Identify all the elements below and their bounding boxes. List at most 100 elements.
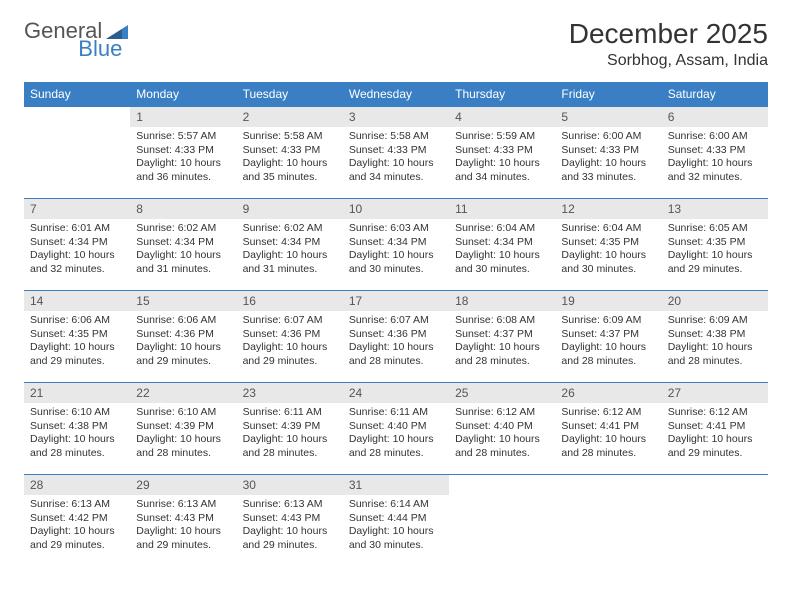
day-body: Sunrise: 6:13 AMSunset: 4:42 PMDaylight:… bbox=[24, 495, 130, 557]
sunrise-line: Sunrise: 6:01 AM bbox=[30, 222, 124, 236]
calendar-cell: 4Sunrise: 5:59 AMSunset: 4:33 PMDaylight… bbox=[449, 107, 555, 199]
daylight-line: Daylight: 10 hours and 32 minutes. bbox=[668, 157, 762, 184]
sunset-line: Sunset: 4:37 PM bbox=[561, 328, 655, 342]
day-body: Sunrise: 5:58 AMSunset: 4:33 PMDaylight:… bbox=[237, 127, 343, 189]
calendar-cell: 14Sunrise: 6:06 AMSunset: 4:35 PMDayligh… bbox=[24, 291, 130, 383]
sunset-line: Sunset: 4:36 PM bbox=[136, 328, 230, 342]
daylight-line: Daylight: 10 hours and 28 minutes. bbox=[455, 433, 549, 460]
daylight-line: Daylight: 10 hours and 30 minutes. bbox=[349, 249, 443, 276]
day-body: Sunrise: 6:10 AMSunset: 4:39 PMDaylight:… bbox=[130, 403, 236, 465]
day-body: Sunrise: 6:12 AMSunset: 4:41 PMDaylight:… bbox=[555, 403, 661, 465]
daylight-line: Daylight: 10 hours and 29 minutes. bbox=[30, 341, 124, 368]
weekday-header-row: SundayMondayTuesdayWednesdayThursdayFrid… bbox=[24, 82, 768, 107]
day-body: Sunrise: 5:58 AMSunset: 4:33 PMDaylight:… bbox=[343, 127, 449, 189]
calendar-cell: 7Sunrise: 6:01 AMSunset: 4:34 PMDaylight… bbox=[24, 199, 130, 291]
calendar-row: 14Sunrise: 6:06 AMSunset: 4:35 PMDayligh… bbox=[24, 291, 768, 383]
daylight-line: Daylight: 10 hours and 29 minutes. bbox=[243, 525, 337, 552]
sunrise-line: Sunrise: 6:08 AM bbox=[455, 314, 549, 328]
calendar-row: 7Sunrise: 6:01 AMSunset: 4:34 PMDaylight… bbox=[24, 199, 768, 291]
day-body: Sunrise: 6:02 AMSunset: 4:34 PMDaylight:… bbox=[237, 219, 343, 281]
logo-text-2: Blue bbox=[78, 36, 122, 62]
sunrise-line: Sunrise: 6:02 AM bbox=[136, 222, 230, 236]
location: Sorbhog, Assam, India bbox=[569, 52, 768, 70]
daylight-line: Daylight: 10 hours and 28 minutes. bbox=[455, 341, 549, 368]
calendar-cell: 25Sunrise: 6:12 AMSunset: 4:40 PMDayligh… bbox=[449, 383, 555, 475]
sunset-line: Sunset: 4:39 PM bbox=[136, 420, 230, 434]
sunset-line: Sunset: 4:35 PM bbox=[30, 328, 124, 342]
calendar-row: 21Sunrise: 6:10 AMSunset: 4:38 PMDayligh… bbox=[24, 383, 768, 475]
calendar-cell-empty bbox=[24, 107, 130, 199]
daylight-line: Daylight: 10 hours and 32 minutes. bbox=[30, 249, 124, 276]
day-body: Sunrise: 6:09 AMSunset: 4:38 PMDaylight:… bbox=[662, 311, 768, 373]
day-number: 31 bbox=[343, 475, 449, 495]
title-block: December 2025 Sorbhog, Assam, India bbox=[569, 18, 768, 70]
day-body: Sunrise: 6:04 AMSunset: 4:34 PMDaylight:… bbox=[449, 219, 555, 281]
day-number: 7 bbox=[24, 199, 130, 219]
day-number: 26 bbox=[555, 383, 661, 403]
calendar-cell: 11Sunrise: 6:04 AMSunset: 4:34 PMDayligh… bbox=[449, 199, 555, 291]
day-body: Sunrise: 6:06 AMSunset: 4:36 PMDaylight:… bbox=[130, 311, 236, 373]
calendar-row: 1Sunrise: 5:57 AMSunset: 4:33 PMDaylight… bbox=[24, 107, 768, 199]
day-body: Sunrise: 6:11 AMSunset: 4:39 PMDaylight:… bbox=[237, 403, 343, 465]
sunset-line: Sunset: 4:34 PM bbox=[136, 236, 230, 250]
sunset-line: Sunset: 4:33 PM bbox=[561, 144, 655, 158]
daylight-line: Daylight: 10 hours and 29 minutes. bbox=[243, 341, 337, 368]
day-number: 14 bbox=[24, 291, 130, 311]
sunrise-line: Sunrise: 5:57 AM bbox=[136, 130, 230, 144]
sunset-line: Sunset: 4:34 PM bbox=[349, 236, 443, 250]
calendar-cell: 31Sunrise: 6:14 AMSunset: 4:44 PMDayligh… bbox=[343, 475, 449, 567]
calendar-cell: 30Sunrise: 6:13 AMSunset: 4:43 PMDayligh… bbox=[237, 475, 343, 567]
day-number: 5 bbox=[555, 107, 661, 127]
day-body: Sunrise: 6:12 AMSunset: 4:40 PMDaylight:… bbox=[449, 403, 555, 465]
day-body: Sunrise: 6:13 AMSunset: 4:43 PMDaylight:… bbox=[130, 495, 236, 557]
calendar-cell: 22Sunrise: 6:10 AMSunset: 4:39 PMDayligh… bbox=[130, 383, 236, 475]
weekday-header: Thursday bbox=[449, 82, 555, 107]
day-number: 17 bbox=[343, 291, 449, 311]
calendar-cell: 26Sunrise: 6:12 AMSunset: 4:41 PMDayligh… bbox=[555, 383, 661, 475]
sunset-line: Sunset: 4:33 PM bbox=[668, 144, 762, 158]
day-number: 24 bbox=[343, 383, 449, 403]
day-body: Sunrise: 6:12 AMSunset: 4:41 PMDaylight:… bbox=[662, 403, 768, 465]
daylight-line: Daylight: 10 hours and 28 minutes. bbox=[349, 341, 443, 368]
weekday-header: Wednesday bbox=[343, 82, 449, 107]
day-body: Sunrise: 6:02 AMSunset: 4:34 PMDaylight:… bbox=[130, 219, 236, 281]
daylight-line: Daylight: 10 hours and 29 minutes. bbox=[136, 341, 230, 368]
daylight-line: Daylight: 10 hours and 30 minutes. bbox=[349, 525, 443, 552]
sunrise-line: Sunrise: 6:00 AM bbox=[668, 130, 762, 144]
sunset-line: Sunset: 4:35 PM bbox=[561, 236, 655, 250]
sunrise-line: Sunrise: 6:00 AM bbox=[561, 130, 655, 144]
calendar-cell: 3Sunrise: 5:58 AMSunset: 4:33 PMDaylight… bbox=[343, 107, 449, 199]
calendar-cell: 2Sunrise: 5:58 AMSunset: 4:33 PMDaylight… bbox=[237, 107, 343, 199]
day-number: 12 bbox=[555, 199, 661, 219]
daylight-line: Daylight: 10 hours and 36 minutes. bbox=[136, 157, 230, 184]
calendar-cell: 20Sunrise: 6:09 AMSunset: 4:38 PMDayligh… bbox=[662, 291, 768, 383]
sunrise-line: Sunrise: 6:11 AM bbox=[349, 406, 443, 420]
sunset-line: Sunset: 4:33 PM bbox=[455, 144, 549, 158]
day-body: Sunrise: 6:08 AMSunset: 4:37 PMDaylight:… bbox=[449, 311, 555, 373]
logo: General Blue bbox=[24, 18, 176, 44]
sunset-line: Sunset: 4:34 PM bbox=[455, 236, 549, 250]
calendar-cell-empty bbox=[555, 475, 661, 567]
day-number: 25 bbox=[449, 383, 555, 403]
day-body: Sunrise: 6:09 AMSunset: 4:37 PMDaylight:… bbox=[555, 311, 661, 373]
day-number: 15 bbox=[130, 291, 236, 311]
calendar-cell: 18Sunrise: 6:08 AMSunset: 4:37 PMDayligh… bbox=[449, 291, 555, 383]
sunset-line: Sunset: 4:36 PM bbox=[349, 328, 443, 342]
sunset-line: Sunset: 4:33 PM bbox=[136, 144, 230, 158]
daylight-line: Daylight: 10 hours and 28 minutes. bbox=[30, 433, 124, 460]
page-title: December 2025 bbox=[569, 18, 768, 50]
calendar-table: SundayMondayTuesdayWednesdayThursdayFrid… bbox=[24, 82, 768, 567]
daylight-line: Daylight: 10 hours and 28 minutes. bbox=[349, 433, 443, 460]
day-body: Sunrise: 5:57 AMSunset: 4:33 PMDaylight:… bbox=[130, 127, 236, 189]
sunrise-line: Sunrise: 6:04 AM bbox=[455, 222, 549, 236]
calendar-cell: 23Sunrise: 6:11 AMSunset: 4:39 PMDayligh… bbox=[237, 383, 343, 475]
day-body: Sunrise: 6:07 AMSunset: 4:36 PMDaylight:… bbox=[343, 311, 449, 373]
daylight-line: Daylight: 10 hours and 30 minutes. bbox=[455, 249, 549, 276]
day-number: 30 bbox=[237, 475, 343, 495]
sunrise-line: Sunrise: 5:58 AM bbox=[349, 130, 443, 144]
day-body: Sunrise: 6:13 AMSunset: 4:43 PMDaylight:… bbox=[237, 495, 343, 557]
daylight-line: Daylight: 10 hours and 30 minutes. bbox=[561, 249, 655, 276]
sunset-line: Sunset: 4:37 PM bbox=[455, 328, 549, 342]
daylight-line: Daylight: 10 hours and 33 minutes. bbox=[561, 157, 655, 184]
daylight-line: Daylight: 10 hours and 34 minutes. bbox=[349, 157, 443, 184]
